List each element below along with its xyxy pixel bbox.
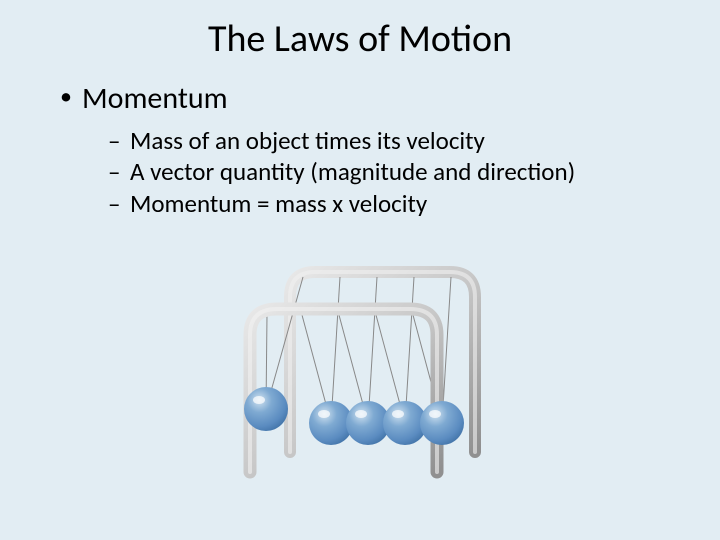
newtons-cradle-icon (205, 237, 515, 487)
bullet-main: Momentum (60, 80, 690, 117)
slide-container: The Laws of Motion Momentum Mass of an o… (0, 0, 720, 540)
sub-bullet: A vector quantity (magnitude and directi… (108, 156, 690, 187)
illustration-container (30, 237, 690, 487)
slide-title: The Laws of Motion (30, 16, 690, 62)
sub-bullet: Mass of an object times its velocity (108, 125, 690, 156)
sub-bullet: Momentum = mass x velocity (108, 188, 690, 219)
